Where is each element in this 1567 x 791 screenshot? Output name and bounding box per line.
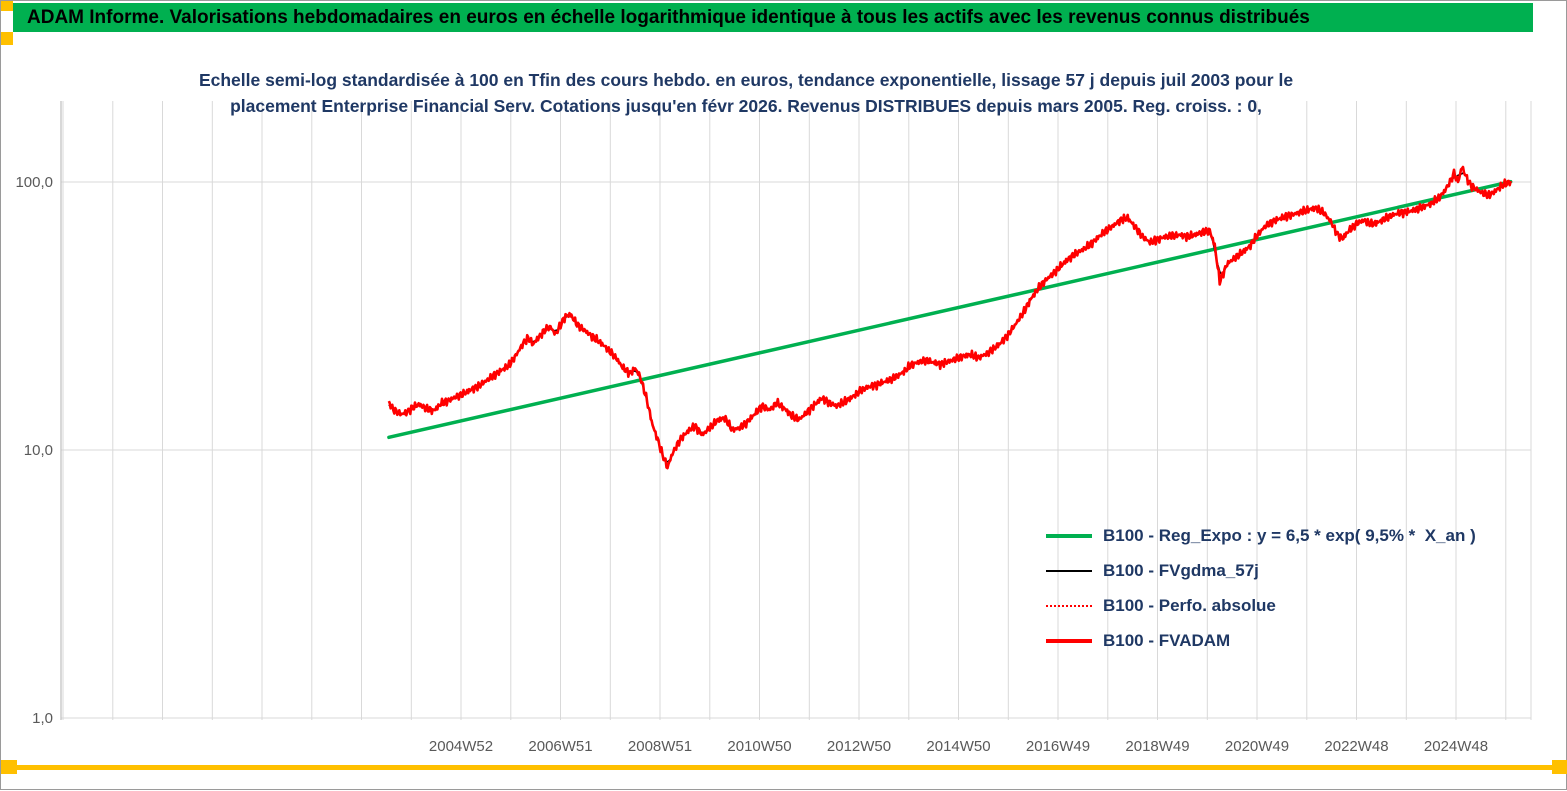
series-line-perfo-absolue	[388, 165, 1512, 469]
top-left-accent-square	[1, 1, 13, 11]
x-tick-label: 2012W50	[827, 738, 891, 755]
x-tick-label: 2006W51	[528, 738, 592, 755]
reg-expo-line-swatch-icon	[1046, 533, 1092, 538]
series-line-reg-expo	[387, 179, 1513, 440]
legend-item-fvadam: B100 - FVADAM	[1046, 623, 1476, 658]
legend-item-perfo-absolue: B100 - Perfo. absolue	[1046, 588, 1476, 623]
legend-label-perfo-absolue: B100 - Perfo. absolue	[1103, 595, 1276, 615]
chart-title: Echelle semi-log standardisée à 100 en T…	[141, 67, 1351, 119]
chart-title-line2: placement Enterprise Financial Serv. Cot…	[230, 96, 1262, 116]
y-tick-label: 1,0	[32, 710, 53, 727]
y-tick-label: 100,0	[15, 174, 53, 191]
x-tick-label: 2016W49	[1026, 738, 1090, 755]
legend-label-fvadam: B100 - FVADAM	[1103, 630, 1231, 650]
left-accent-square	[1, 32, 13, 45]
legend-item-reg-expo: B100 - Reg_Expo : y = 6,5 * exp( 9,5% * …	[1046, 518, 1476, 553]
header-title: ADAM Informe. Valorisations hebdomadaire…	[27, 6, 1310, 28]
x-tick-label: 2010W50	[727, 738, 791, 755]
legend-label-fvgdma: B100 - FVgdma_57j	[1103, 560, 1259, 580]
x-tick-label: 2014W50	[926, 738, 990, 755]
bottom-accent-strip	[1, 765, 1567, 770]
fvadam-line-swatch-icon	[1046, 638, 1092, 643]
legend-label-reg-expo: B100 - Reg_Expo : y = 6,5 * exp( 9,5% * …	[1103, 525, 1476, 545]
chart-legend: B100 - Reg_Expo : y = 6,5 * exp( 9,5% * …	[1046, 518, 1476, 658]
fvgdma-line-swatch-icon	[1046, 569, 1092, 572]
bottom-right-accent-square	[1552, 760, 1567, 774]
chart-title-line1: Echelle semi-log standardisée à 100 en T…	[198, 70, 1294, 90]
legend-item-fvgdma: B100 - FVgdma_57j	[1046, 553, 1476, 588]
y-tick-label: 10,0	[24, 442, 53, 459]
x-tick-label: 2024W48	[1424, 738, 1488, 755]
series-line-fvgdma-57j	[388, 172, 1512, 463]
perfo-absolue-line-swatch-icon	[1046, 604, 1092, 607]
x-tick-label: 2008W51	[628, 738, 692, 755]
x-tick-label: 2018W49	[1125, 738, 1189, 755]
series-line-fvadam	[387, 165, 1512, 470]
x-tick-label: 2004W52	[429, 738, 493, 755]
x-tick-label: 2020W49	[1225, 738, 1289, 755]
x-tick-label: 2022W48	[1324, 738, 1388, 755]
header-bar: ADAM Informe. Valorisations hebdomadaire…	[13, 3, 1533, 32]
bottom-left-accent-square	[1, 760, 17, 774]
